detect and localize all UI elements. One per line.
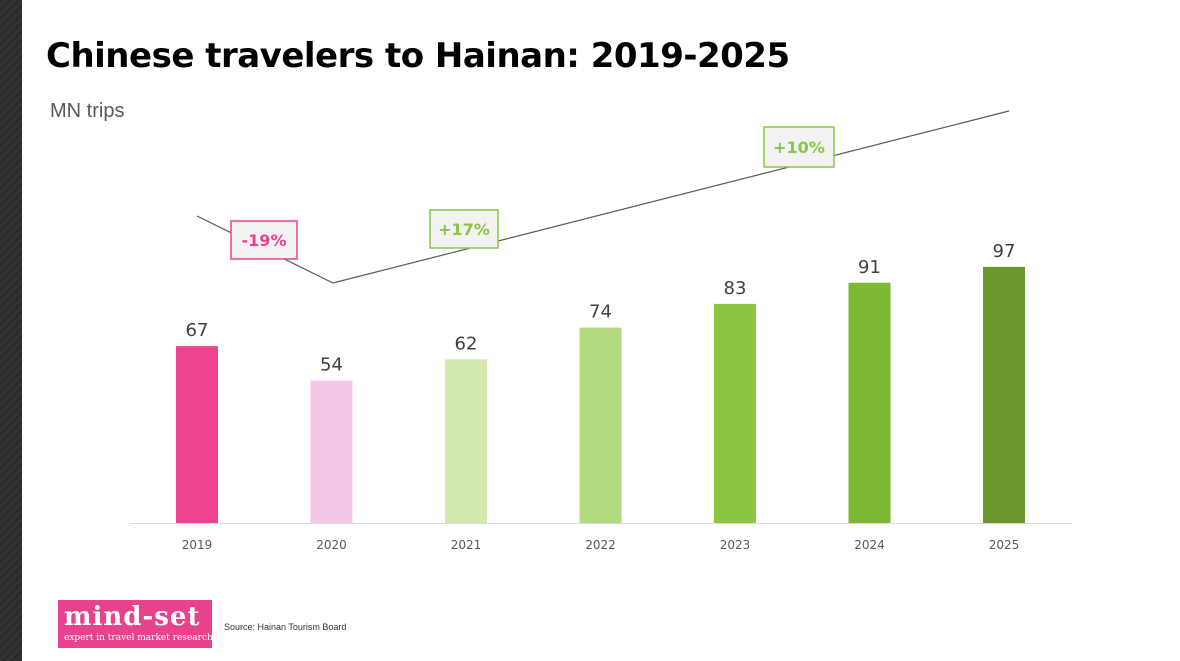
tick-label-2019: 2019 <box>182 538 213 552</box>
unit-label: MN trips <box>50 100 125 122</box>
annotation-text: +17% <box>438 220 490 239</box>
slide-edge <box>0 0 22 661</box>
source-note: Source: Hainan Tourism Board <box>224 622 347 632</box>
value-label-2020: 54 <box>320 354 343 375</box>
logo-wordmark: mind-set <box>64 602 201 632</box>
value-label-2019: 67 <box>186 320 209 341</box>
tick-label-2024: 2024 <box>854 538 885 552</box>
chart-title: Chinese travelers to Hainan: 2019-2025 <box>46 36 790 76</box>
tick-label-2025: 2025 <box>989 538 1020 552</box>
bar-2025 <box>983 266 1025 523</box>
footer: mind-set expert in travel market researc… <box>58 600 346 648</box>
bar-2023 <box>714 303 756 523</box>
annotation-text: -19% <box>242 231 287 250</box>
bar-2021 <box>445 359 487 523</box>
annotation-box <box>763 126 835 168</box>
bar-2019 <box>176 346 218 523</box>
value-label-2021: 62 <box>455 333 478 354</box>
tick-label-2022: 2022 <box>585 538 616 552</box>
change-annotation-3: +10% <box>763 126 835 168</box>
bar-2024 <box>848 282 891 523</box>
bar-2022 <box>579 327 622 523</box>
annotation-text: +10% <box>773 138 825 157</box>
logo-tagline: expert in travel market research <box>64 633 212 643</box>
value-label-2023: 83 <box>724 278 747 299</box>
annotation-box <box>230 220 298 260</box>
trend-line <box>196 110 1010 284</box>
bar-2020 <box>310 380 353 523</box>
tick-label-2023: 2023 <box>720 538 751 552</box>
value-label-2025: 97 <box>993 241 1016 262</box>
mindset-logo: mind-set expert in travel market researc… <box>58 600 212 648</box>
change-annotation-2: +17% <box>429 209 499 249</box>
value-label-2022: 74 <box>589 302 612 323</box>
tick-label-2020: 2020 <box>316 538 347 552</box>
bar-chart: 67 54 62 74 83 91 97 2019 2020 2021 2022 2023 2024 2… <box>130 110 1072 552</box>
annotation-box <box>429 209 499 249</box>
change-annotation-1: -19% <box>230 220 298 260</box>
value-label-2024: 91 <box>858 257 881 278</box>
tick-label-2021: 2021 <box>451 538 482 552</box>
slide: Chinese travelers to Hainan: 2019-2025 M… <box>22 0 1180 661</box>
